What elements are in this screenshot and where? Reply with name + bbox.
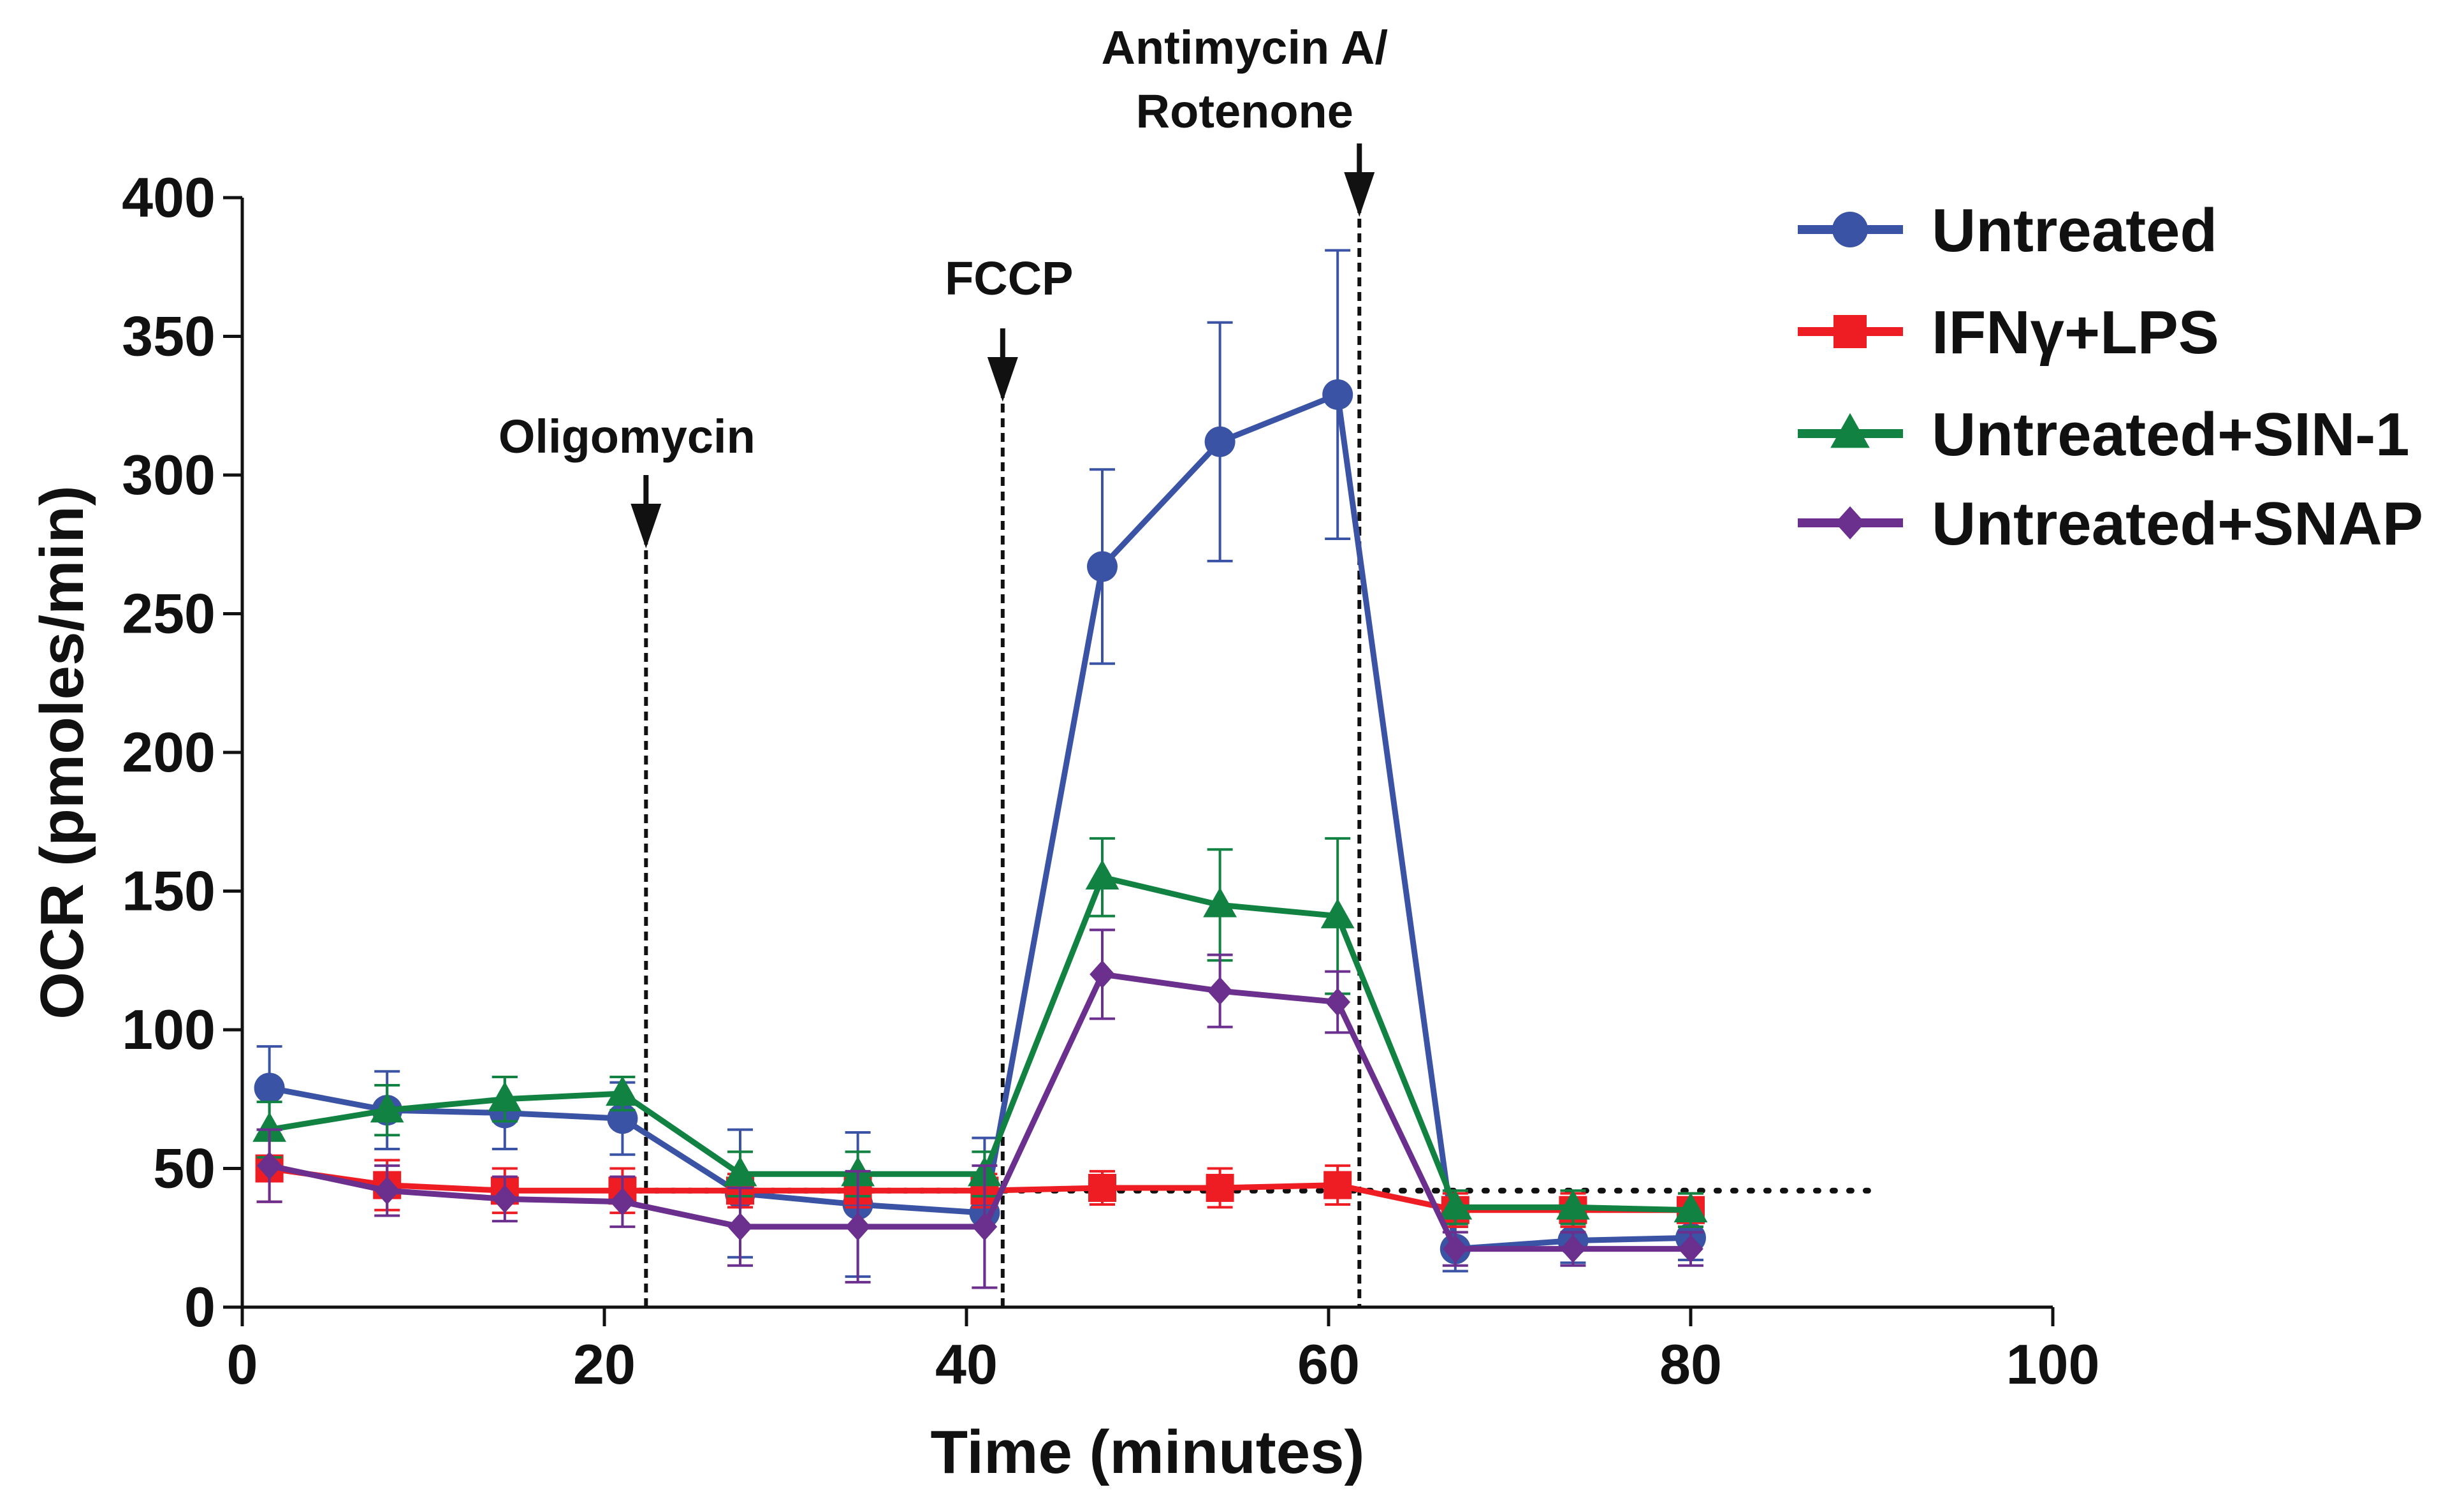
x-tick-label: 60 [1297,1333,1360,1396]
y-tick-label: 300 [122,443,215,506]
antimycin-arrow-icon [1344,172,1375,217]
series-line [268,874,1691,1213]
x-tick-label: 100 [2006,1333,2100,1396]
fccp-arrow-icon [987,357,1018,402]
y-tick-label: 400 [122,166,215,229]
legend-marker [1832,212,1868,247]
data-point [727,1212,753,1241]
data-point [252,1112,286,1142]
data-point [1443,1234,1468,1263]
data-point [1438,1189,1473,1220]
legend-marker-triangle-icon [1798,413,1903,448]
x-tick-label: 0 [227,1333,258,1396]
data-point [1556,1189,1590,1220]
legend-label-ifng-lps: IFNγ+LPS [1932,298,2219,367]
data-point [1207,977,1233,1006]
legend-marker [1835,506,1865,539]
data-point [1088,1173,1116,1202]
data-point [1090,960,1115,988]
legend-label-sin1: Untreated+SIN-1 [1932,400,2410,469]
data-point [1085,860,1119,889]
rotenone-label: Rotenone [1136,85,1353,138]
data-point [370,1092,404,1123]
data-point [488,1081,522,1111]
data-point [1206,1173,1234,1202]
injection-annotations: Oligomycin FCCP Antimycin A/ Rotenone [499,21,1388,1307]
legend-item-snap: Untreated+SNAP [1798,490,2423,558]
y-tick-label: 200 [122,721,215,784]
data-point [1678,1234,1703,1263]
data-point [374,1176,400,1205]
y-tick-label: 350 [122,305,215,368]
legend-item-ifng-lps: IFNγ+LPS [1798,298,2219,367]
y-tick-label: 250 [122,582,215,645]
data-point [606,1076,639,1106]
y-tick-label: 100 [122,998,215,1061]
series-3 [256,928,1703,1289]
legend-marker-diamond-icon [1798,506,1903,539]
data-point [1203,887,1237,918]
series-line [268,392,1691,1252]
legend-label-snap: Untreated+SNAP [1932,490,2423,558]
data-point [1325,988,1350,1016]
data-point [1087,551,1118,582]
data-point [1560,1234,1586,1263]
series-0 [254,249,1706,1289]
x-tick-label: 20 [573,1333,636,1396]
data-point [609,1187,636,1216]
oligomycin-arrow-icon [631,504,662,548]
fccp-label: FCCP [945,252,1073,305]
legend-marker-circle-icon [1798,212,1903,247]
data-point [492,1185,518,1213]
data-point [1323,1171,1352,1199]
data-point [1322,379,1353,410]
legend-marker-square-icon [1798,315,1903,348]
x-ticks: 0 20 40 60 80 100 [227,1307,2100,1396]
y-tick-label: 0 [184,1275,215,1338]
series-2 [252,837,1708,1228]
data-point [254,1072,285,1104]
data-point [1673,1192,1708,1222]
axes: 0 50 100 150 200 250 300 350 400 0 20 40 60 80 100 [122,166,2099,1396]
y-tick-label: 150 [122,860,215,923]
legend: Untreated IFNγ+LPS Untreated+SIN-1 Untre… [1798,196,2423,558]
legend-marker [1830,413,1870,448]
legend-item-sin1: Untreated+SIN-1 [1798,400,2410,469]
y-tick-label: 50 [153,1137,215,1200]
legend-marker [1833,315,1867,348]
data-point [1320,898,1355,928]
x-axis-label: Time (minutes) [931,1418,1365,1486]
data-point [1204,426,1236,457]
y-ticks: 0 50 100 150 200 250 300 350 400 [122,166,242,1338]
y-axis-label: OCR (pmoles/min) [28,485,96,1019]
data-point [723,1156,757,1187]
data-point [256,1152,282,1180]
x-tick-label: 80 [1659,1333,1722,1396]
data-point [845,1212,871,1241]
legend-item-untreated: Untreated [1798,196,2217,265]
x-tick-label: 40 [935,1333,998,1396]
data-point [972,1212,998,1241]
antimycin-label: Antimycin A/ [1102,21,1389,74]
oligomycin-label: Oligomycin [499,410,755,463]
legend-label-untreated: Untreated [1932,196,2217,265]
series [252,249,1708,1289]
